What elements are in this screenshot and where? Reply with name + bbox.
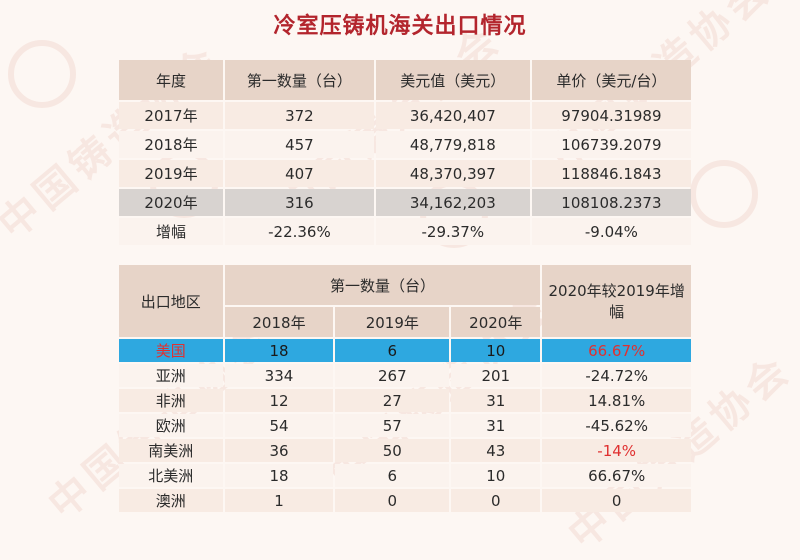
table-row: 南美洲 36 50 43 -14% — [119, 439, 691, 462]
table-subheader-row: 2018年 2019年 2020年 — [119, 307, 691, 337]
cell-2020: 0 — [451, 489, 541, 512]
table-row-selected[interactable]: 美国 18 6 10 66.67% — [119, 339, 691, 362]
table-row: 2017年 372 36,420,407 97904.31989 — [119, 102, 691, 129]
cell-2018: 36 — [224, 439, 334, 462]
cell-region: 亚洲 — [119, 364, 223, 387]
cell-2018: 54 — [224, 414, 334, 437]
header-year-2019: 2019年 — [335, 307, 450, 337]
cell-unit-price: 118846.1843 — [531, 160, 691, 187]
table-row: 欧洲 54 57 31 -45.62% — [119, 414, 691, 437]
cell-change: 0 — [542, 489, 691, 512]
cell-change: -45.62% — [542, 414, 691, 437]
table-row: 澳洲 1 0 0 0 — [119, 489, 691, 512]
watermark-logo — [690, 160, 758, 228]
table-row: 2019年 407 48,370,397 118846.1843 — [119, 160, 691, 187]
table-header-row: 出口地区 第一数量（台） 2020年较2019年增幅 — [119, 265, 691, 337]
cell-2019: 27 — [335, 389, 450, 412]
cell-2019: 6 — [335, 464, 450, 487]
cell-region: 美国 — [119, 339, 223, 362]
cell-2020: 31 — [451, 389, 541, 412]
cell-2019: 57 — [335, 414, 450, 437]
table-row-growth: 增幅 -22.36% -29.37% -9.04% — [119, 218, 691, 245]
cell-quantity: 372 — [225, 102, 374, 129]
header-change: 2020年较2019年增幅 — [542, 265, 691, 337]
cell-unit-price: 108108.2373 — [531, 189, 691, 216]
header-quantity: 第一数量（台） — [225, 60, 374, 100]
cell-price-change: -9.04% — [531, 218, 691, 245]
export-summary-table: 年度 第一数量（台） 美元值（美元） 单价（美元/台） 2017年 372 36… — [117, 58, 693, 247]
cell-change: 66.67% — [542, 464, 691, 487]
cell-region: 澳洲 — [119, 489, 223, 512]
cell-2018: 18 — [224, 339, 334, 362]
cell-2018: 334 — [224, 364, 334, 387]
cell-usd-change: -29.37% — [375, 218, 530, 245]
table-row: 非洲 12 27 31 14.81% — [119, 389, 691, 412]
header-unit-price: 单价（美元/台） — [531, 60, 691, 100]
cell-usd-value: 48,370,397 — [375, 160, 530, 187]
cell-quantity: 407 — [225, 160, 374, 187]
cell-unit-price: 106739.2079 — [531, 131, 691, 158]
page-title: 冷室压铸机海关出口情况 — [273, 14, 527, 39]
watermark-logo — [8, 40, 76, 108]
header-year: 年度 — [119, 60, 224, 100]
cell-2020: 10 — [451, 464, 541, 487]
cell-quantity: 316 — [225, 189, 374, 216]
table-header-row: 年度 第一数量（台） 美元值（美元） 单价（美元/台） — [119, 60, 691, 100]
table-row-highlighted: 2020年 316 34,162,203 108108.2373 — [119, 189, 691, 216]
header-region: 出口地区 — [119, 265, 223, 337]
cell-year: 2018年 — [119, 131, 224, 158]
header-year-2018: 2018年 — [224, 307, 334, 337]
cell-2019: 50 — [335, 439, 450, 462]
cell-year: 2019年 — [119, 160, 224, 187]
cell-2020: 43 — [451, 439, 541, 462]
cell-2018: 1 — [224, 489, 334, 512]
cell-region: 欧洲 — [119, 414, 223, 437]
cell-year: 2020年 — [119, 189, 224, 216]
cell-change: 66.67% — [542, 339, 691, 362]
cell-change: 14.81% — [542, 389, 691, 412]
export-region-table: 出口地区 第一数量（台） 2020年较2019年增幅 2018年 2019年 2… — [117, 263, 693, 514]
table-row: 北美洲 18 6 10 66.67% — [119, 464, 691, 487]
header-quantity: 第一数量（台） — [224, 265, 541, 305]
cell-region: 南美洲 — [119, 439, 223, 462]
cell-2019: 0 — [335, 489, 450, 512]
cell-quantity: 457 — [225, 131, 374, 158]
cell-label: 增幅 — [119, 218, 224, 245]
cell-year: 2017年 — [119, 102, 224, 129]
cell-change: -24.72% — [542, 364, 691, 387]
cell-usd-value: 34,162,203 — [375, 189, 530, 216]
header-usd-value: 美元值（美元） — [375, 60, 530, 100]
cell-usd-value: 36,420,407 — [375, 102, 530, 129]
cell-2019: 6 — [335, 339, 450, 362]
table-row: 2018年 457 48,779,818 106739.2079 — [119, 131, 691, 158]
header-year-2020: 2020年 — [451, 307, 541, 337]
cell-region: 北美洲 — [119, 464, 223, 487]
cell-unit-price: 97904.31989 — [531, 102, 691, 129]
cell-2018: 12 — [224, 389, 334, 412]
cell-2020: 10 — [451, 339, 541, 362]
table-row: 亚洲 334 267 201 -24.72% — [119, 364, 691, 387]
cell-2020: 31 — [451, 414, 541, 437]
cell-quantity-change: -22.36% — [225, 218, 374, 245]
cell-2018: 18 — [224, 464, 334, 487]
cell-region: 非洲 — [119, 389, 223, 412]
cell-2020: 201 — [451, 364, 541, 387]
cell-2019: 267 — [335, 364, 450, 387]
cell-change: -14% — [542, 439, 691, 462]
cell-usd-value: 48,779,818 — [375, 131, 530, 158]
